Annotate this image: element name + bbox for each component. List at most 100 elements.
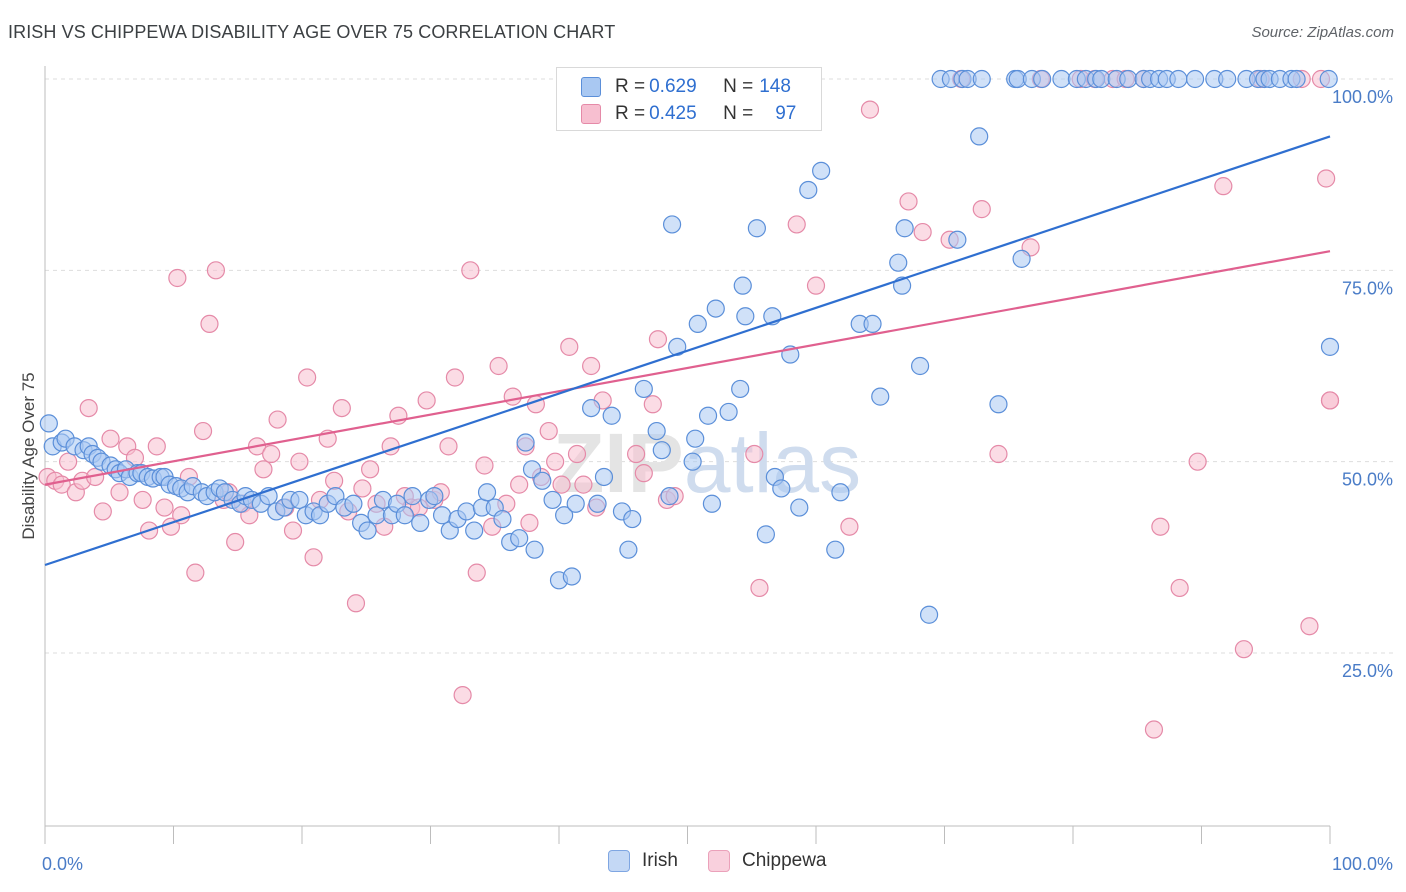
data-point [594,467,614,487]
chippewa-trend-line [44,250,1331,486]
data-point [860,100,880,119]
data-point [417,391,436,410]
data-point [831,483,850,502]
data-point [147,437,166,456]
data-point [688,314,707,334]
x-tick-label: 0.0% [42,854,83,874]
data-point [346,594,366,613]
data-point [731,379,750,399]
stats-legend: R = 0.629 N = 148 R = 0.425 N = 97 [556,67,822,131]
data-point [799,180,818,200]
data-point [871,387,890,406]
data-point [186,563,205,582]
data-point [254,460,273,479]
chippewa-legend-swatch [708,850,730,872]
data-point [133,490,152,510]
data-point [344,494,363,513]
data-point [226,532,245,552]
data-point [787,215,806,234]
data-point [510,529,529,548]
y-axis-title: Disability Age Over 75 [19,372,38,539]
data-point [543,490,562,510]
data-point [647,421,666,441]
data-point [1033,69,1052,89]
data-point [432,506,452,525]
data-point [1012,249,1031,268]
chippewa-r-value: 0.425 [649,103,697,124]
data-point [1234,640,1254,659]
chippewa-n-value: 97 [775,103,797,124]
data-point [643,395,662,414]
data-point [1185,69,1205,89]
data-point [812,161,831,180]
data-point [411,513,430,532]
data-point [200,314,219,334]
data-point [425,487,444,506]
data-point [552,475,571,494]
chippewa-points [38,69,1340,739]
data-point [1170,578,1189,598]
data-point [989,395,1008,414]
data-point [101,429,120,448]
data-point [686,429,705,448]
series-legend: Irish Chippewa [0,850,1406,880]
data-point [1052,69,1071,89]
data-point [745,444,764,464]
data-point [439,437,458,456]
data-point [445,368,465,387]
data-point [602,406,621,425]
irish-legend-swatch [608,850,630,872]
data-point [747,219,766,238]
data-point [493,509,512,529]
data-point [79,398,98,418]
data-point [290,452,309,471]
data-point [353,479,372,498]
data-point [1287,69,1306,89]
data-point [395,506,414,525]
data-point [790,498,809,517]
data-point [566,494,585,513]
data-point [461,261,480,280]
data-point [970,127,989,146]
data-point [582,356,601,376]
data-point [840,517,859,536]
data-point [1144,720,1164,739]
data-point [972,200,991,219]
data-point [193,421,213,441]
data-point [93,502,112,521]
data-point [989,444,1008,464]
trend-lines [44,135,1331,567]
irish-points [39,69,1340,624]
data-point [756,525,775,544]
y-tick-label: 100.0% [1332,87,1393,107]
data-point [1319,69,1338,89]
data-point [510,475,529,494]
y-tick-label: 75.0% [1342,278,1393,298]
source-label: Source: ZipAtlas.com [1251,24,1394,41]
chippewa-legend-label: Chippewa [742,850,827,871]
data-point [522,460,542,479]
data-point [325,471,344,490]
irish-legend-label: Irish [642,850,678,871]
data-point [683,452,702,471]
data-point [719,402,738,422]
data-point [562,567,581,586]
data-point [588,494,607,513]
data-point [477,483,497,502]
irish-n-label: N = [723,76,754,97]
data-point [652,441,671,460]
data-point [110,483,129,502]
data-point [1320,391,1340,410]
data-point [1151,517,1170,536]
data-point [304,548,323,567]
data-point [702,494,722,513]
data-point [1169,69,1188,89]
data-point [298,368,317,387]
data-point [750,578,769,598]
data-point [626,444,646,464]
data-point [619,540,638,559]
data-point [332,398,351,418]
data-point [919,605,939,624]
data-point [913,222,932,242]
